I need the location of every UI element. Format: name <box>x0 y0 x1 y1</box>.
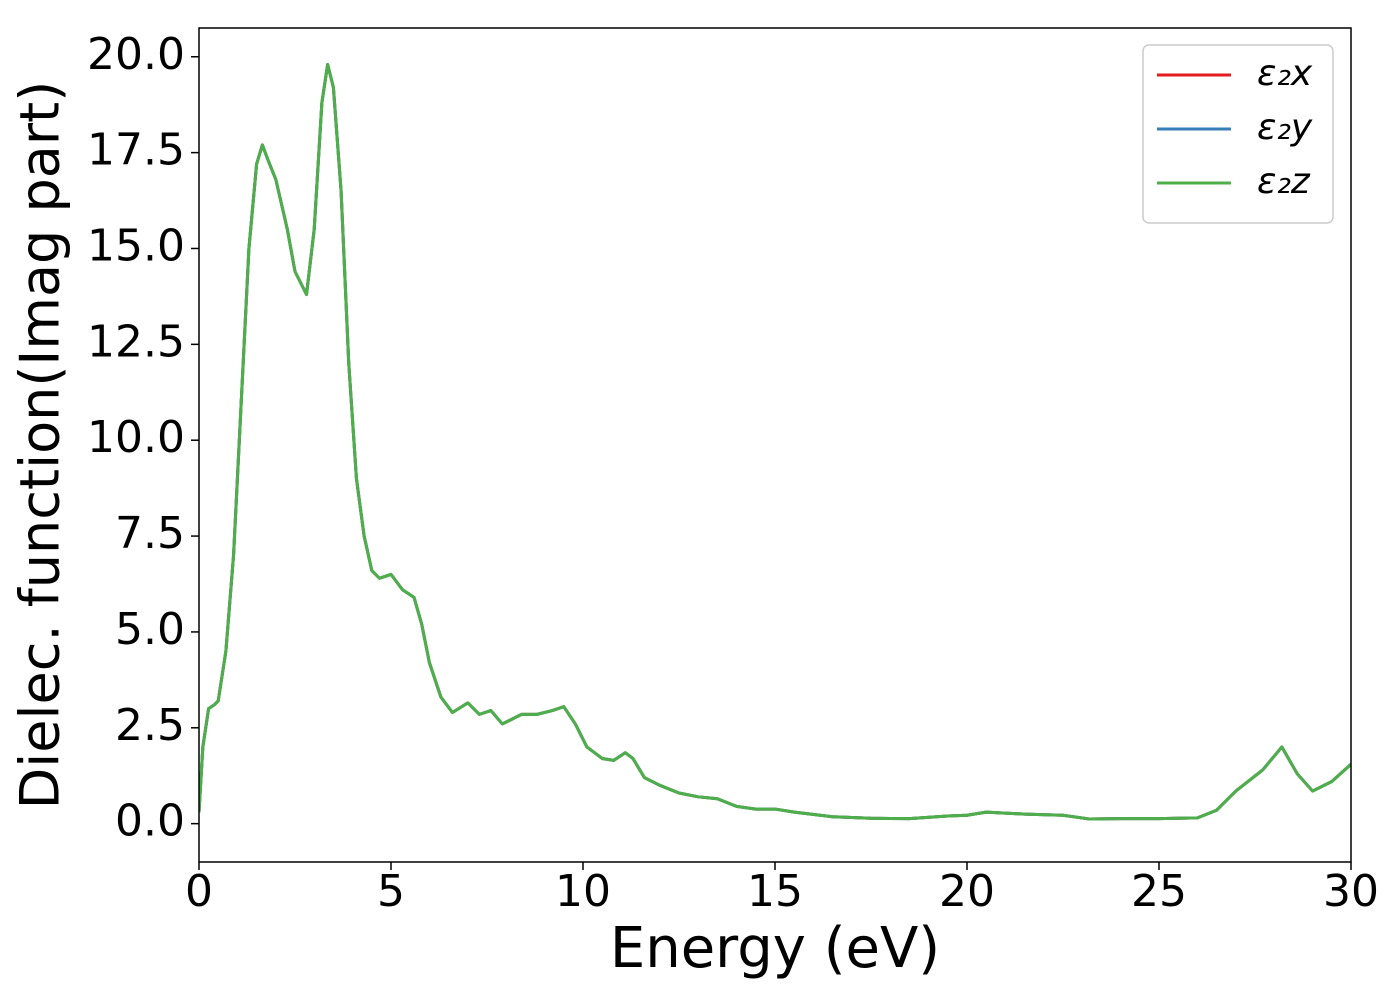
plot-frame <box>198 27 1352 863</box>
y-tick-label: 2.5 <box>115 700 185 751</box>
x-tick-label: 0 <box>185 866 213 917</box>
y-tick-label: 17.5 <box>87 125 185 176</box>
x-tick-label: 5 <box>377 866 405 917</box>
x-tick-label: 30 <box>1323 866 1379 917</box>
x-tick-label: 25 <box>1131 866 1187 917</box>
legend-label: ε₂y <box>1257 107 1313 148</box>
y-tick-label: 0.0 <box>115 796 185 847</box>
y-axis-label: Dielec. function(Imag part) <box>9 81 72 810</box>
y-tick-label: 12.5 <box>87 316 185 367</box>
y-tick-label: 5.0 <box>115 604 185 655</box>
legend-label: ε₂z <box>1257 161 1311 202</box>
x-tick-label: 15 <box>747 866 803 917</box>
line-series <box>199 62 1351 821</box>
x-tick-label: 20 <box>939 866 995 917</box>
x-tick-label: 10 <box>555 866 611 917</box>
x-axis-label: Energy (eV) <box>610 916 940 981</box>
y-tick-label: 7.5 <box>115 508 185 559</box>
y-tick-label: 20.0 <box>87 29 185 80</box>
y-tick-label: 10.0 <box>87 412 185 463</box>
legend-box <box>1142 44 1334 224</box>
legend-label: ε₂x <box>1257 53 1313 94</box>
y-tick-label: 15.0 <box>87 220 185 271</box>
